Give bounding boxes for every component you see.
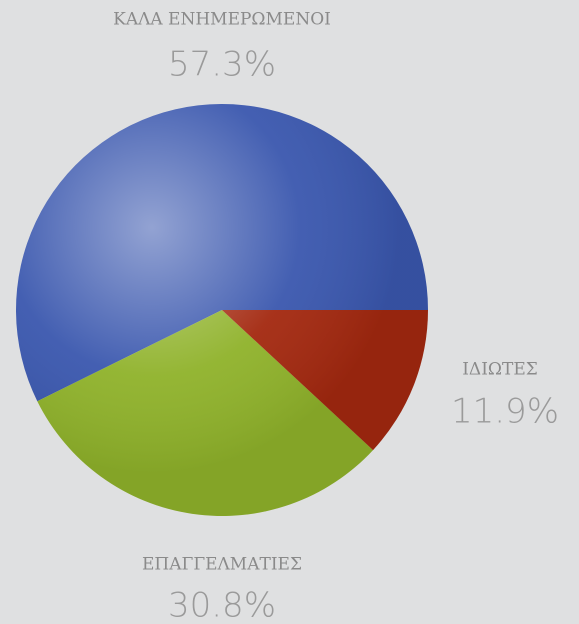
slice-value: 30.8% (168, 586, 276, 624)
slice-value: 57.3% (168, 45, 276, 85)
slice-name: ΕΠΑΓΓΕΛΜΑΤΙΕΣ (142, 555, 302, 575)
slice-value: 11.9% (451, 392, 559, 432)
slice-name: ΙΔΙΩΤΕΣ (462, 360, 538, 380)
slice-name: ΚΑΛΑ ΕΝΗΜΕΡΩΜΕΝΟΙ (113, 10, 331, 30)
